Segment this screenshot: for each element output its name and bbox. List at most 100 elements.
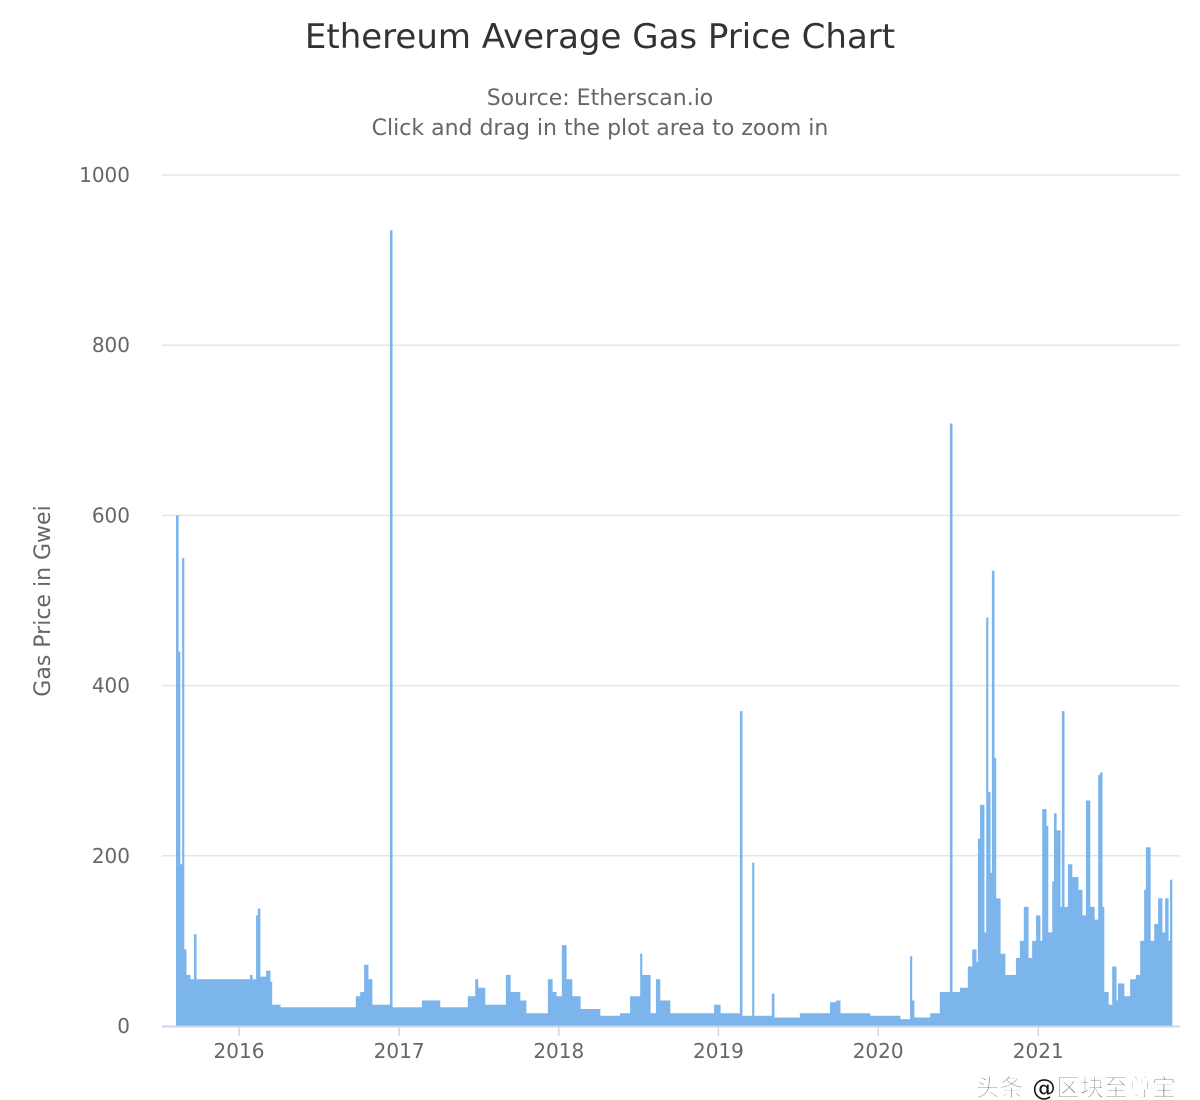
bar[interactable] [271, 1004, 281, 1026]
bar[interactable] [720, 1013, 741, 1026]
bar[interactable] [1154, 923, 1159, 1026]
bar[interactable] [714, 1004, 721, 1026]
bar[interactable] [1108, 1004, 1113, 1026]
bar[interactable] [655, 979, 661, 1026]
bar[interactable] [1019, 940, 1025, 1026]
bar[interactable] [566, 979, 573, 1026]
bar[interactable] [1064, 906, 1069, 1026]
bar[interactable] [869, 1015, 901, 1026]
bar[interactable] [552, 991, 557, 1026]
bar[interactable] [984, 932, 987, 1026]
bar[interactable] [1099, 772, 1103, 1026]
bar[interactable] [1054, 813, 1057, 1026]
bar[interactable] [539, 1013, 549, 1026]
bar[interactable] [266, 970, 271, 1026]
bar[interactable] [249, 974, 253, 1026]
bar[interactable] [1169, 879, 1173, 1026]
bar[interactable] [547, 979, 553, 1026]
bar[interactable] [210, 979, 231, 1026]
bar[interactable] [178, 651, 181, 1026]
bar[interactable] [1085, 800, 1091, 1026]
bar[interactable] [259, 976, 267, 1026]
bar[interactable] [700, 1013, 715, 1026]
bar[interactable] [1000, 953, 1006, 1026]
bar[interactable] [930, 1013, 941, 1026]
bar[interactable] [364, 964, 369, 1026]
bar[interactable] [571, 996, 581, 1026]
bar[interactable] [990, 872, 993, 1026]
bar[interactable] [1162, 932, 1166, 1026]
bar[interactable] [752, 862, 755, 1026]
bar[interactable] [561, 945, 567, 1026]
bar[interactable] [389, 230, 393, 1026]
bar[interactable] [952, 991, 961, 1026]
bar[interactable] [799, 1013, 831, 1026]
bar[interactable] [1028, 957, 1033, 1026]
bar[interactable] [1012, 974, 1017, 1026]
bar[interactable] [1140, 940, 1145, 1026]
bar[interactable] [1082, 915, 1087, 1026]
bar[interactable] [976, 962, 979, 1026]
bar[interactable] [995, 898, 1001, 1026]
bar[interactable] [484, 1004, 501, 1026]
bar[interactable] [669, 1013, 701, 1026]
bar[interactable] [368, 979, 373, 1026]
bar[interactable] [641, 974, 651, 1026]
bar[interactable] [1135, 974, 1141, 1026]
bar[interactable] [910, 956, 913, 1026]
bar[interactable] [360, 991, 365, 1026]
bar[interactable] [229, 979, 251, 1026]
bar[interactable] [1117, 983, 1125, 1026]
bar[interactable] [179, 864, 183, 1026]
bar[interactable] [980, 804, 985, 1026]
bar[interactable] [599, 1015, 621, 1026]
bar[interactable] [1040, 940, 1043, 1026]
bar[interactable] [977, 838, 981, 1026]
bar[interactable] [771, 993, 775, 1026]
bar[interactable] [1046, 826, 1049, 1026]
bar[interactable] [475, 979, 479, 1026]
bar[interactable] [196, 979, 201, 1026]
bar[interactable] [939, 991, 951, 1026]
bar[interactable] [1112, 966, 1117, 1026]
bar[interactable] [836, 1000, 841, 1026]
bar[interactable] [949, 423, 953, 1026]
bar[interactable] [1056, 830, 1061, 1026]
bar[interactable] [467, 996, 476, 1026]
bar[interactable] [987, 791, 991, 1026]
bar[interactable] [1061, 711, 1065, 1026]
bar[interactable] [1068, 864, 1073, 1026]
bar[interactable] [1150, 940, 1155, 1026]
bar[interactable] [280, 1007, 301, 1026]
bar[interactable] [193, 934, 197, 1026]
bar[interactable] [459, 1007, 469, 1026]
bar[interactable] [1168, 940, 1171, 1026]
bar[interactable] [500, 1004, 507, 1026]
bar[interactable] [742, 1015, 753, 1026]
bar[interactable] [967, 966, 973, 1026]
bar[interactable] [525, 1013, 541, 1026]
bar[interactable] [1102, 906, 1105, 1026]
bar[interactable] [630, 996, 641, 1026]
bar[interactable] [1165, 898, 1169, 1026]
bar[interactable] [439, 1007, 461, 1026]
bar[interactable] [991, 570, 995, 1026]
bar[interactable] [420, 1007, 423, 1026]
bar[interactable] [914, 1017, 931, 1026]
bar[interactable] [972, 949, 977, 1026]
bar[interactable] [1052, 881, 1055, 1026]
bar[interactable] [1144, 889, 1147, 1026]
bar[interactable] [1158, 898, 1163, 1026]
bar[interactable] [774, 1017, 801, 1026]
bar[interactable] [340, 1007, 357, 1026]
bar[interactable] [986, 617, 989, 1026]
bar[interactable] [257, 908, 261, 1026]
bar[interactable] [1032, 940, 1037, 1026]
bar[interactable] [299, 1007, 341, 1026]
bar[interactable] [1078, 889, 1083, 1026]
bar[interactable] [183, 949, 187, 1026]
bar[interactable] [252, 979, 257, 1026]
bar[interactable] [830, 1002, 837, 1026]
bar[interactable] [256, 915, 259, 1026]
bar[interactable] [1145, 847, 1151, 1026]
